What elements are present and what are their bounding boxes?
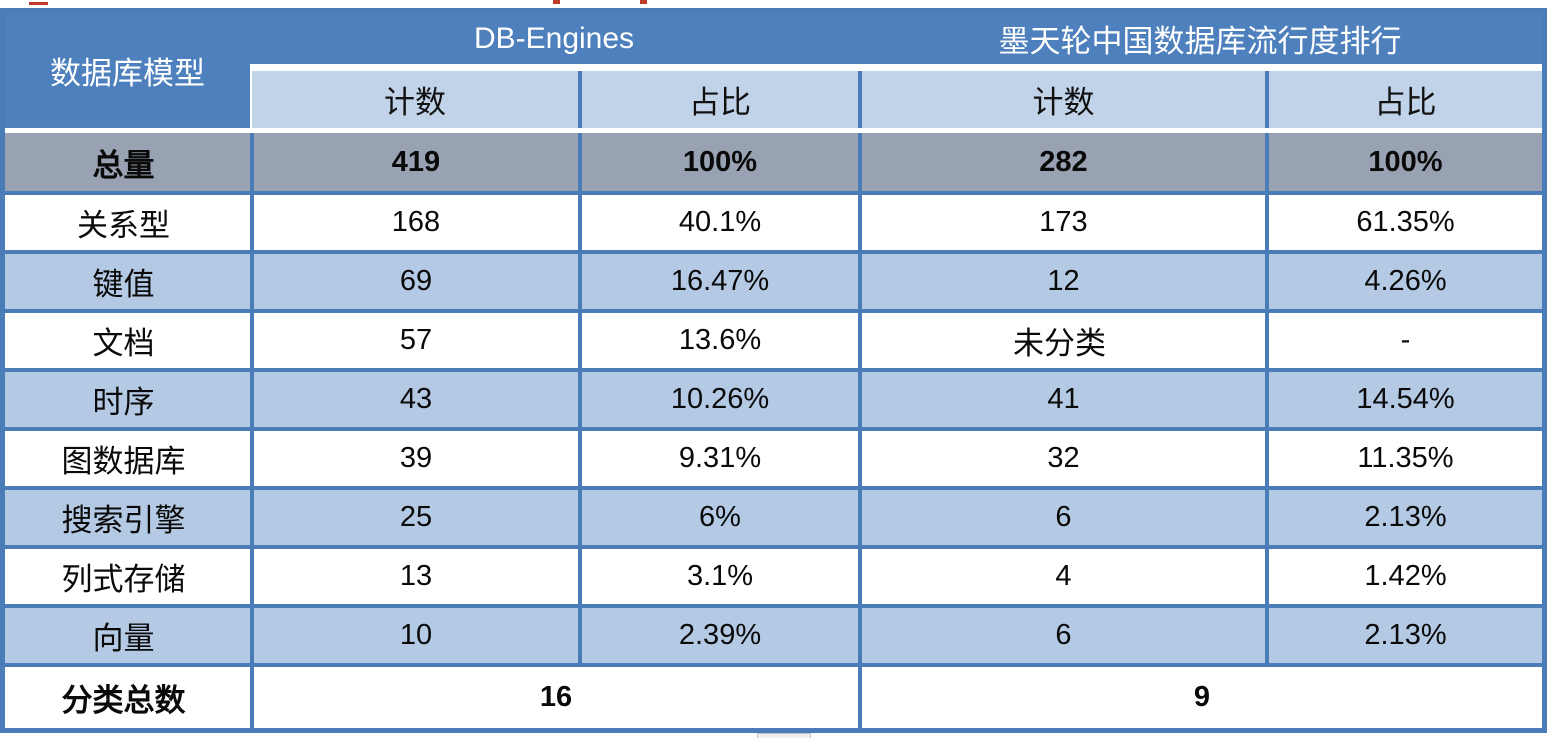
row-label-cell: 向量	[5, 608, 250, 663]
footer-total-motianlun: 9	[858, 667, 1542, 728]
value-cell: 69	[250, 254, 578, 309]
bottom-cropped-strip	[0, 733, 1547, 738]
value-cell: 100%	[578, 133, 858, 191]
row-label-cell: 图数据库	[5, 431, 250, 486]
red-underline-artifact	[553, 0, 560, 4]
value-cell: 57	[250, 313, 578, 368]
value-cell: 25	[250, 490, 578, 545]
row-label-cell: 文档	[5, 313, 250, 368]
scrollbar-thumb[interactable]	[757, 733, 811, 738]
category-total-row: 分类总数 16 9	[5, 667, 1542, 728]
value-cell: 168	[250, 195, 578, 250]
footer-label-cell: 分类总数	[5, 667, 250, 728]
value-cell: 4	[858, 549, 1265, 604]
table-row: 时序 43 10.26% 41 14.54%	[5, 372, 1542, 431]
value-cell: 39	[250, 431, 578, 486]
value-cell: 41	[858, 372, 1265, 427]
value-cell: 3.1%	[578, 549, 858, 604]
value-cell: 4.26%	[1265, 254, 1542, 309]
top-cropped-strip	[0, 0, 1547, 8]
row-label-cell: 总量	[5, 133, 250, 191]
total-row: 总量 419 100% 282 100%	[5, 133, 1542, 195]
value-cell: 2.39%	[578, 608, 858, 663]
table-row: 图数据库 39 9.31% 32 11.35%	[5, 431, 1542, 490]
row-label-cell: 搜索引擎	[5, 490, 250, 545]
footer-total-dbengines: 16	[250, 667, 858, 728]
database-model-comparison-table: 数据库模型 DB-Engines 墨天轮中国数据库流行度排行 计数 占比 计数 …	[0, 8, 1547, 733]
header-divider	[250, 64, 1542, 71]
row-divider	[5, 128, 1542, 133]
table-row: 搜索引擎 25 6% 6 2.13%	[5, 490, 1542, 549]
value-cell: 43	[250, 372, 578, 427]
subheader-count-motianlun: 计数	[858, 71, 1265, 128]
value-cell: 61.35%	[1265, 195, 1542, 250]
value-cell: 282	[858, 133, 1265, 191]
value-cell: -	[1265, 313, 1542, 368]
group-header-motianlun: 墨天轮中国数据库流行度排行	[998, 24, 1402, 59]
subheader-band: 计数 占比 计数 占比	[250, 71, 1542, 128]
value-cell: 14.54%	[1265, 372, 1542, 427]
row-label-cell: 键值	[5, 254, 250, 309]
value-cell: 1.42%	[1265, 549, 1542, 604]
row-label-cell: 关系型	[5, 195, 250, 250]
table-row: 文档 57 13.6% 未分类 -	[5, 313, 1542, 372]
value-cell: 未分类	[858, 313, 1265, 368]
value-cell: 2.13%	[1265, 608, 1542, 663]
value-cell: 10.26%	[578, 372, 858, 427]
table-row: 关系型 168 40.1% 173 61.35%	[5, 195, 1542, 254]
value-cell: 40.1%	[578, 195, 858, 250]
row-label-cell: 列式存储	[5, 549, 250, 604]
table-row: 列式存储 13 3.1% 4 1.42%	[5, 549, 1542, 608]
value-cell: 9.31%	[578, 431, 858, 486]
value-cell: 6	[858, 608, 1265, 663]
value-cell: 419	[250, 133, 578, 191]
value-cell: 11.35%	[1265, 431, 1542, 486]
corner-header-cell: 数据库模型	[5, 13, 250, 128]
red-underline-artifact	[29, 2, 48, 5]
red-underline-artifact	[640, 0, 647, 4]
subheader-share-motianlun: 占比	[1265, 71, 1542, 128]
value-cell: 16.47%	[578, 254, 858, 309]
table-row: 键值 69 16.47% 12 4.26%	[5, 254, 1542, 313]
value-cell: 13.6%	[578, 313, 858, 368]
value-cell: 6	[858, 490, 1265, 545]
value-cell: 100%	[1265, 133, 1542, 191]
value-cell: 10	[250, 608, 578, 663]
group-header-band: DB-Engines 墨天轮中国数据库流行度排行	[250, 13, 1542, 64]
value-cell: 13	[250, 549, 578, 604]
value-cell: 12	[858, 254, 1265, 309]
row-label-cell: 时序	[5, 372, 250, 427]
group-header-db-engines: DB-Engines	[473, 21, 635, 55]
subheader-share-dbengines: 占比	[578, 71, 858, 128]
value-cell: 32	[858, 431, 1265, 486]
table-row: 向量 10 2.39% 6 2.13%	[5, 608, 1542, 667]
value-cell: 6%	[578, 490, 858, 545]
subheader-count-dbengines: 计数	[250, 71, 578, 128]
value-cell: 2.13%	[1265, 490, 1542, 545]
value-cell: 173	[858, 195, 1265, 250]
